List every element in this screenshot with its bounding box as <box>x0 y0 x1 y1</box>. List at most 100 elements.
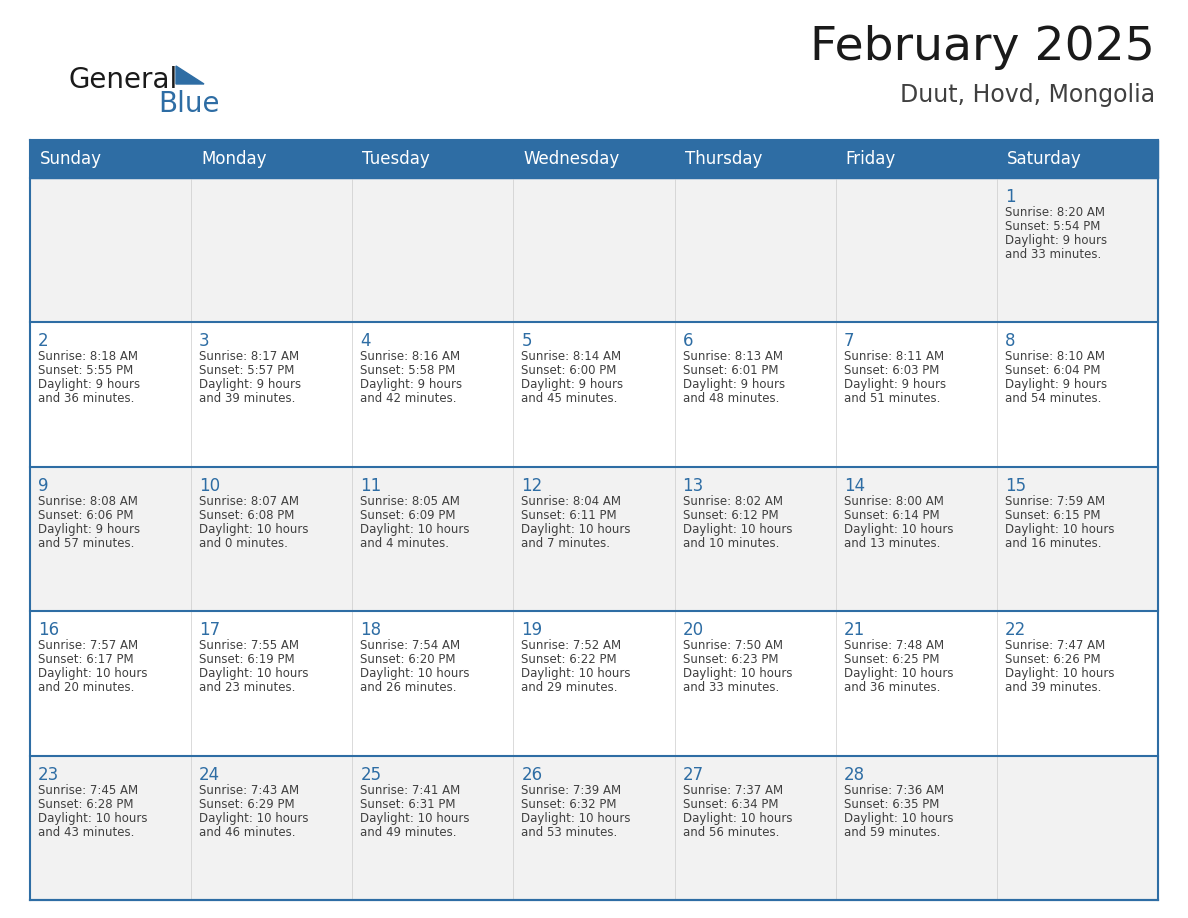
Text: Sunrise: 8:17 AM: Sunrise: 8:17 AM <box>200 351 299 364</box>
Text: 28: 28 <box>843 766 865 784</box>
Text: Sunset: 5:55 PM: Sunset: 5:55 PM <box>38 364 133 377</box>
Text: General: General <box>68 66 177 94</box>
Text: Sunrise: 7:50 AM: Sunrise: 7:50 AM <box>683 639 783 652</box>
Text: Sunset: 5:58 PM: Sunset: 5:58 PM <box>360 364 455 377</box>
Text: 23: 23 <box>38 766 59 784</box>
Text: and 42 minutes.: and 42 minutes. <box>360 392 456 406</box>
Text: Blue: Blue <box>158 90 220 118</box>
Text: Sunset: 6:17 PM: Sunset: 6:17 PM <box>38 654 133 666</box>
Text: 16: 16 <box>38 621 59 639</box>
Text: 7: 7 <box>843 332 854 351</box>
Text: Saturday: Saturday <box>1007 150 1081 168</box>
Text: Daylight: 10 hours: Daylight: 10 hours <box>200 812 309 824</box>
Text: Sunset: 6:11 PM: Sunset: 6:11 PM <box>522 509 617 521</box>
Text: Monday: Monday <box>201 150 266 168</box>
Text: 2: 2 <box>38 332 49 351</box>
Text: Sunset: 6:12 PM: Sunset: 6:12 PM <box>683 509 778 521</box>
Text: Sunset: 6:09 PM: Sunset: 6:09 PM <box>360 509 456 521</box>
Text: and 39 minutes.: and 39 minutes. <box>1005 681 1101 694</box>
Text: Sunset: 6:22 PM: Sunset: 6:22 PM <box>522 654 617 666</box>
Text: Sunrise: 8:11 AM: Sunrise: 8:11 AM <box>843 351 943 364</box>
Text: and 13 minutes.: and 13 minutes. <box>843 537 940 550</box>
Text: Daylight: 9 hours: Daylight: 9 hours <box>200 378 302 391</box>
Text: Sunrise: 7:59 AM: Sunrise: 7:59 AM <box>1005 495 1105 508</box>
Text: Sunrise: 8:00 AM: Sunrise: 8:00 AM <box>843 495 943 508</box>
Text: 10: 10 <box>200 476 220 495</box>
Text: Daylight: 10 hours: Daylight: 10 hours <box>200 522 309 536</box>
Text: Sunset: 6:26 PM: Sunset: 6:26 PM <box>1005 654 1100 666</box>
Text: Duut, Hovd, Mongolia: Duut, Hovd, Mongolia <box>899 83 1155 107</box>
Text: Sunrise: 7:37 AM: Sunrise: 7:37 AM <box>683 784 783 797</box>
Text: and 36 minutes.: and 36 minutes. <box>38 392 134 406</box>
Text: Sunset: 6:15 PM: Sunset: 6:15 PM <box>1005 509 1100 521</box>
Text: Daylight: 10 hours: Daylight: 10 hours <box>360 667 469 680</box>
Text: Sunrise: 8:10 AM: Sunrise: 8:10 AM <box>1005 351 1105 364</box>
Text: and 10 minutes.: and 10 minutes. <box>683 537 779 550</box>
Polygon shape <box>176 66 204 84</box>
Text: and 51 minutes.: and 51 minutes. <box>843 392 940 406</box>
Text: 24: 24 <box>200 766 220 784</box>
Text: Sunset: 6:04 PM: Sunset: 6:04 PM <box>1005 364 1100 377</box>
Text: Friday: Friday <box>846 150 896 168</box>
Text: and 26 minutes.: and 26 minutes. <box>360 681 456 694</box>
Text: Sunrise: 8:07 AM: Sunrise: 8:07 AM <box>200 495 299 508</box>
Text: and 53 minutes.: and 53 minutes. <box>522 825 618 839</box>
Text: Sunset: 6:32 PM: Sunset: 6:32 PM <box>522 798 617 811</box>
Text: Sunrise: 7:52 AM: Sunrise: 7:52 AM <box>522 639 621 652</box>
Text: Sunset: 6:03 PM: Sunset: 6:03 PM <box>843 364 939 377</box>
Text: Sunrise: 7:54 AM: Sunrise: 7:54 AM <box>360 639 461 652</box>
Text: 9: 9 <box>38 476 49 495</box>
Text: 27: 27 <box>683 766 703 784</box>
Text: Sunset: 5:54 PM: Sunset: 5:54 PM <box>1005 220 1100 233</box>
Bar <box>30 140 1158 178</box>
Text: Daylight: 10 hours: Daylight: 10 hours <box>683 812 792 824</box>
Text: Sunrise: 7:39 AM: Sunrise: 7:39 AM <box>522 784 621 797</box>
Bar <box>30 322 1158 466</box>
Text: and 0 minutes.: and 0 minutes. <box>200 537 287 550</box>
Text: Sunset: 5:57 PM: Sunset: 5:57 PM <box>200 364 295 377</box>
Text: and 46 minutes.: and 46 minutes. <box>200 825 296 839</box>
Text: Thursday: Thursday <box>684 150 762 168</box>
Text: and 48 minutes.: and 48 minutes. <box>683 392 779 406</box>
Text: February 2025: February 2025 <box>810 26 1155 71</box>
Text: Sunset: 6:01 PM: Sunset: 6:01 PM <box>683 364 778 377</box>
Text: and 16 minutes.: and 16 minutes. <box>1005 537 1101 550</box>
Text: 19: 19 <box>522 621 543 639</box>
Text: Sunrise: 7:57 AM: Sunrise: 7:57 AM <box>38 639 138 652</box>
Text: Sunrise: 8:05 AM: Sunrise: 8:05 AM <box>360 495 460 508</box>
Text: 25: 25 <box>360 766 381 784</box>
Text: Daylight: 10 hours: Daylight: 10 hours <box>1005 667 1114 680</box>
Text: and 29 minutes.: and 29 minutes. <box>522 681 618 694</box>
Text: Tuesday: Tuesday <box>362 150 430 168</box>
Text: Daylight: 10 hours: Daylight: 10 hours <box>522 667 631 680</box>
Text: and 4 minutes.: and 4 minutes. <box>360 537 449 550</box>
Text: and 23 minutes.: and 23 minutes. <box>200 681 296 694</box>
Text: 15: 15 <box>1005 476 1026 495</box>
Text: and 7 minutes.: and 7 minutes. <box>522 537 611 550</box>
Text: Daylight: 10 hours: Daylight: 10 hours <box>360 522 469 536</box>
Text: Sunrise: 7:41 AM: Sunrise: 7:41 AM <box>360 784 461 797</box>
Text: Sunrise: 8:08 AM: Sunrise: 8:08 AM <box>38 495 138 508</box>
Text: Daylight: 10 hours: Daylight: 10 hours <box>522 522 631 536</box>
Text: and 49 minutes.: and 49 minutes. <box>360 825 456 839</box>
Text: Daylight: 10 hours: Daylight: 10 hours <box>200 667 309 680</box>
Text: Sunrise: 8:04 AM: Sunrise: 8:04 AM <box>522 495 621 508</box>
Text: Sunrise: 7:45 AM: Sunrise: 7:45 AM <box>38 784 138 797</box>
Text: Sunrise: 8:13 AM: Sunrise: 8:13 AM <box>683 351 783 364</box>
Text: Sunset: 6:29 PM: Sunset: 6:29 PM <box>200 798 295 811</box>
Text: and 57 minutes.: and 57 minutes. <box>38 537 134 550</box>
Text: Sunset: 6:35 PM: Sunset: 6:35 PM <box>843 798 939 811</box>
Text: 11: 11 <box>360 476 381 495</box>
Text: 13: 13 <box>683 476 703 495</box>
Bar <box>30 466 1158 611</box>
Text: Daylight: 9 hours: Daylight: 9 hours <box>360 378 462 391</box>
Text: Wednesday: Wednesday <box>524 150 620 168</box>
Text: 17: 17 <box>200 621 220 639</box>
Bar <box>30 756 1158 900</box>
Text: 26: 26 <box>522 766 543 784</box>
Text: Daylight: 9 hours: Daylight: 9 hours <box>522 378 624 391</box>
Text: and 33 minutes.: and 33 minutes. <box>1005 248 1101 261</box>
Text: 21: 21 <box>843 621 865 639</box>
Text: Daylight: 10 hours: Daylight: 10 hours <box>522 812 631 824</box>
Text: 14: 14 <box>843 476 865 495</box>
